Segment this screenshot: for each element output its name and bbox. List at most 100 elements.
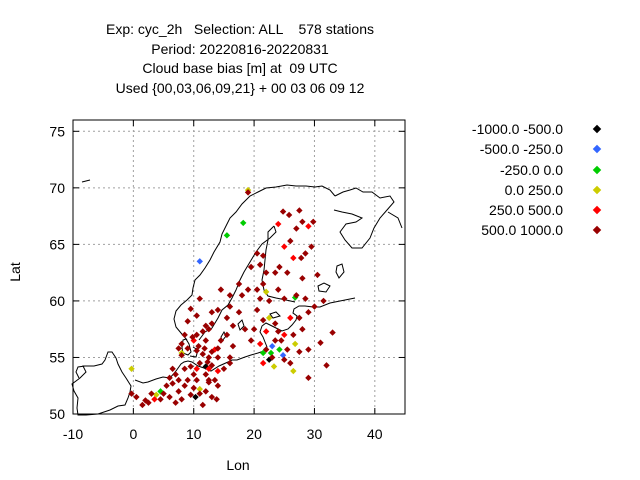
data-point (299, 275, 306, 282)
data-point (259, 252, 267, 259)
data-point (262, 346, 270, 353)
data-point (163, 382, 170, 389)
data-point (290, 254, 297, 262)
x-tick-label: 10 (186, 426, 202, 442)
y-tick-label: 75 (49, 123, 65, 139)
data-point (208, 348, 216, 356)
data-point (190, 371, 197, 378)
grid (73, 120, 405, 414)
x-tick-label: 40 (367, 426, 383, 442)
data-point (166, 374, 173, 382)
data-point (175, 388, 182, 395)
legend-label: -1000.0 -500.0 (471, 121, 563, 137)
data-point (259, 280, 267, 288)
data-point (244, 189, 252, 196)
data-point (281, 243, 288, 250)
data-point (175, 345, 182, 352)
data-point (241, 325, 249, 333)
data-point (272, 337, 279, 344)
data-point (196, 390, 203, 397)
data-point (187, 305, 194, 313)
data-point (281, 331, 288, 339)
data-point (284, 346, 291, 353)
data-point (296, 348, 303, 356)
data-point (214, 306, 222, 314)
data-point (267, 349, 275, 357)
data-point (196, 258, 203, 265)
data-point (272, 269, 279, 276)
data-point (226, 359, 234, 367)
legend-item: -250.0 0.0 (420, 161, 620, 181)
data-point (181, 365, 188, 372)
data-point (175, 376, 182, 384)
data-point (290, 367, 297, 375)
data-point (256, 340, 264, 348)
data-point (305, 346, 312, 353)
data-point (214, 367, 222, 375)
legend-item: 500.0 1000.0 (420, 221, 620, 241)
data-point (193, 312, 200, 319)
data-point (226, 303, 234, 310)
data-point (285, 211, 293, 219)
data-point (259, 359, 267, 367)
data-point (281, 356, 288, 363)
data-point (208, 393, 216, 401)
data-point (205, 354, 213, 361)
data-point (128, 365, 135, 372)
data-point (184, 376, 191, 384)
legend-item: 0.0 250.0 (420, 181, 620, 201)
x-tick-label: 30 (307, 426, 323, 442)
data-point (320, 297, 327, 305)
data-point (299, 218, 306, 225)
data-point (311, 303, 318, 310)
data-point (329, 329, 336, 336)
data-point (199, 328, 206, 335)
data-point (196, 359, 203, 367)
data-point (226, 292, 234, 299)
legend-marker-icon (592, 165, 602, 174)
data-point (275, 328, 282, 335)
data-point (192, 393, 199, 401)
legend-item: 250.0 500.0 (420, 201, 620, 221)
legend-item: -1000.0 -500.0 (420, 120, 620, 140)
data-point (223, 314, 231, 322)
data-point (259, 316, 267, 324)
title-line-4: Used {00,03,06,09,21} + 00 03 06 09 12 (115, 79, 365, 96)
data-points (128, 186, 336, 409)
data-point (204, 358, 211, 366)
data-point (308, 243, 315, 250)
data-point (133, 393, 140, 401)
data-point (265, 297, 273, 305)
data-point (199, 350, 206, 358)
data-point (202, 322, 209, 329)
data-point (256, 261, 264, 268)
data-point (302, 250, 309, 257)
data-point (259, 349, 267, 357)
data-point (235, 309, 243, 316)
data-point (213, 396, 220, 403)
legend-marker-icon (592, 185, 602, 195)
data-point (202, 388, 209, 395)
data-point (199, 401, 206, 409)
tick-labels: -10 0 10 20 30 40 50 55 60 65 70 75 (49, 123, 382, 442)
data-point (297, 254, 305, 262)
data-point (205, 379, 213, 386)
data-point (202, 337, 209, 344)
data-point (193, 331, 200, 339)
data-point (305, 309, 312, 316)
y-tick-label: 70 (49, 180, 65, 196)
data-point (172, 371, 179, 378)
data-point (214, 354, 222, 361)
data-point (253, 250, 261, 257)
data-point (279, 208, 287, 215)
data-point (139, 401, 146, 409)
data-point (178, 396, 185, 403)
data-point (287, 359, 294, 367)
data-point (208, 320, 216, 327)
data-point (217, 286, 225, 293)
data-point (157, 396, 164, 403)
data-point (226, 354, 234, 361)
axes-frame (72, 119, 406, 415)
legend-label: 250.0 500.0 (489, 202, 563, 219)
legend-label: 500.0 1000.0 (481, 222, 563, 239)
